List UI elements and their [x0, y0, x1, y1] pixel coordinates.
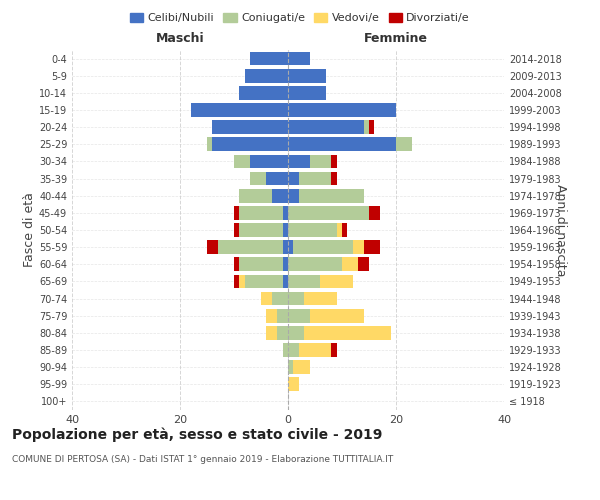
- Bar: [283, 343, 288, 357]
- Bar: [288, 189, 299, 202]
- Bar: [250, 172, 266, 185]
- Bar: [266, 172, 288, 185]
- Bar: [288, 103, 396, 117]
- Bar: [283, 240, 288, 254]
- Y-axis label: Fasce di età: Fasce di età: [23, 192, 36, 268]
- Bar: [369, 120, 374, 134]
- Bar: [288, 86, 326, 100]
- Bar: [369, 206, 380, 220]
- Bar: [288, 206, 369, 220]
- Bar: [277, 326, 288, 340]
- Bar: [277, 309, 288, 322]
- Text: Femmine: Femmine: [364, 32, 428, 45]
- Bar: [288, 120, 364, 134]
- Text: COMUNE DI PERTOSA (SA) - Dati ISTAT 1° gennaio 2019 - Elaborazione TUTTITALIA.IT: COMUNE DI PERTOSA (SA) - Dati ISTAT 1° g…: [12, 455, 393, 464]
- Bar: [304, 326, 391, 340]
- Bar: [250, 154, 288, 168]
- Bar: [288, 378, 299, 391]
- Bar: [353, 240, 364, 254]
- Bar: [288, 343, 299, 357]
- Bar: [239, 206, 283, 220]
- Bar: [331, 343, 337, 357]
- Bar: [250, 52, 288, 66]
- Legend: Celibi/Nubili, Coniugati/e, Vedovi/e, Divorziati/e: Celibi/Nubili, Coniugati/e, Vedovi/e, Di…: [125, 8, 475, 28]
- Bar: [207, 138, 212, 151]
- Bar: [234, 206, 239, 220]
- Bar: [310, 154, 331, 168]
- Bar: [207, 240, 218, 254]
- Bar: [288, 326, 304, 340]
- Bar: [239, 258, 283, 271]
- Bar: [239, 274, 245, 288]
- Bar: [293, 240, 353, 254]
- Bar: [234, 154, 250, 168]
- Bar: [239, 223, 283, 237]
- Bar: [288, 69, 326, 82]
- Bar: [283, 258, 288, 271]
- Bar: [272, 292, 288, 306]
- Bar: [364, 240, 380, 254]
- Bar: [320, 274, 353, 288]
- Bar: [288, 52, 310, 66]
- Bar: [239, 86, 288, 100]
- Bar: [342, 223, 347, 237]
- Bar: [288, 258, 342, 271]
- Bar: [283, 223, 288, 237]
- Bar: [283, 206, 288, 220]
- Bar: [288, 223, 337, 237]
- Text: Popolazione per età, sesso e stato civile - 2019: Popolazione per età, sesso e stato civil…: [12, 428, 382, 442]
- Bar: [342, 258, 358, 271]
- Bar: [310, 309, 364, 322]
- Bar: [272, 189, 288, 202]
- Bar: [218, 240, 283, 254]
- Bar: [288, 292, 304, 306]
- Bar: [239, 189, 272, 202]
- Bar: [283, 274, 288, 288]
- Bar: [331, 172, 337, 185]
- Bar: [288, 172, 299, 185]
- Bar: [299, 172, 331, 185]
- Text: Maschi: Maschi: [155, 32, 205, 45]
- Bar: [191, 103, 288, 117]
- Bar: [364, 120, 369, 134]
- Bar: [288, 274, 320, 288]
- Bar: [288, 240, 293, 254]
- Bar: [245, 274, 283, 288]
- Bar: [288, 138, 396, 151]
- Bar: [266, 326, 277, 340]
- Bar: [288, 360, 293, 374]
- Bar: [331, 154, 337, 168]
- Bar: [299, 343, 331, 357]
- Bar: [293, 360, 310, 374]
- Bar: [212, 138, 288, 151]
- Bar: [245, 69, 288, 82]
- Bar: [288, 309, 310, 322]
- Bar: [234, 274, 239, 288]
- Bar: [212, 120, 288, 134]
- Bar: [234, 223, 239, 237]
- Bar: [266, 309, 277, 322]
- Bar: [358, 258, 369, 271]
- Bar: [396, 138, 412, 151]
- Bar: [299, 189, 364, 202]
- Bar: [261, 292, 272, 306]
- Y-axis label: Anni di nascita: Anni di nascita: [554, 184, 567, 276]
- Bar: [288, 154, 310, 168]
- Bar: [234, 258, 239, 271]
- Bar: [337, 223, 342, 237]
- Bar: [304, 292, 337, 306]
